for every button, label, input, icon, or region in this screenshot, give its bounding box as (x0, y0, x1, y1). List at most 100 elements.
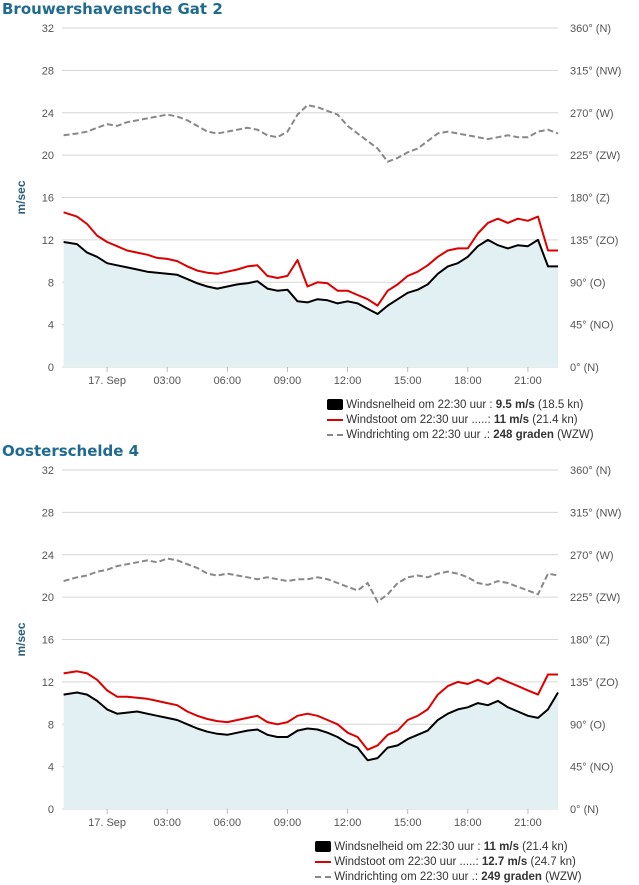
legend-value: 11 m/s (493, 414, 530, 426)
y2-tick-label: 180° (Z) (570, 193, 610, 205)
y-tick-label: 20 (42, 150, 54, 162)
y-axis-title: m/sec (14, 622, 28, 656)
y-tick-label: 12 (42, 677, 54, 689)
x-tick-label: 17. Sep (88, 375, 126, 387)
x-tick-label: 17. Sep (88, 817, 126, 829)
legend-item-wind-gust[interactable]: Windstoot om 22:30 uur .....: 11 m/s (21… (327, 413, 594, 428)
y2-tick-label: 360° (N) (570, 23, 611, 35)
wind-chart: 0 4 8 12 16 20 24 28 32 0° (N) 45° (NO) 90° (O) 135°… (14, 23, 621, 387)
y2-tick-label: 135° (ZO) (570, 235, 618, 247)
x-tick-label: 18:00 (454, 375, 482, 387)
y2-tick-label: 360° (N) (570, 465, 611, 477)
y-tick-label: 28 (42, 507, 54, 519)
legend-label: Windsnelheid om 22:30 uur : (334, 841, 481, 853)
wind-direction-line (63, 557, 559, 604)
x-tick-label: 06:00 (214, 375, 242, 387)
legend-extra: (21.4 kn) (522, 841, 568, 853)
legend-item-wind-gust[interactable]: Windstoot om 22:30 uur .....: 12.7 m/s (… (315, 855, 582, 870)
x-tick-label: 15:00 (394, 817, 422, 829)
y2-tick-label: 225° (ZW) (570, 150, 620, 162)
y-tick-label: 20 (42, 592, 54, 604)
x-tick-label: 21:00 (514, 375, 542, 387)
legend-label: Windrichting om 22:30 uur .: (334, 871, 479, 883)
y-tick-label: 12 (42, 235, 54, 247)
legend-label: Windrichting om 22:30 uur .: (346, 429, 491, 441)
legend-value: 248 graden (493, 429, 554, 441)
legend-extra: (18.5 kn) (538, 399, 584, 411)
x-tick-label: 18:00 (454, 817, 482, 829)
wind-gust-line (63, 670, 558, 751)
y2-tick-label: 90° (O) (570, 719, 606, 731)
legend-item-wind-speed[interactable]: Windsnelheid om 22:30 uur : 9.5 m/s (18.… (327, 398, 594, 413)
legend-label: Windstoot om 22:30 uur .....: (334, 856, 479, 868)
y2-tick-label: 45° (NO) (570, 762, 614, 774)
y-tick-label: 4 (48, 320, 54, 332)
y-axis-title: m/sec (14, 180, 28, 214)
wind-speed-area (63, 692, 558, 809)
wind-gust-swatch (315, 860, 331, 863)
y-tick-label: 8 (48, 277, 54, 289)
x-tick-label: 09:00 (274, 375, 302, 387)
y-tick-label: 24 (42, 550, 54, 562)
wind-speed-swatch (327, 399, 343, 411)
chart-legend: Windsnelheid om 22:30 uur : 9.5 m/s (18.… (327, 398, 594, 443)
wind-gust-line (63, 211, 558, 307)
wind-gust-swatch (327, 418, 343, 421)
y-tick-label: 0 (48, 804, 54, 816)
wind-direction-swatch (315, 875, 331, 878)
legend-value: 11 m/s (483, 841, 519, 853)
x-tick-label: 09:00 (274, 817, 302, 829)
legend-value: 249 graden (481, 871, 542, 883)
chart-panel-oosterschelde-4: Oosterschelde 4 0 4 8 12 16 20 24 28 32 0° (N) 45°… (0, 442, 639, 883)
wind-direction-line (63, 104, 559, 163)
legend-extra: (24.7 kn) (530, 856, 576, 868)
chart-panel-brouwershavensche-gat-2: Brouwershavensche Gat 2 0 4 8 12 16 20 24 28 32 0… (0, 0, 639, 443)
legend-item-wind-direction[interactable]: Windrichting om 22:30 uur .: 249 graden … (315, 870, 582, 885)
y2-tick-label: 315° (NW) (570, 65, 621, 77)
y2-tick-label: 90° (O) (570, 277, 606, 289)
legend-item-wind-direction[interactable]: Windrichting om 22:30 uur .: 248 graden … (327, 428, 594, 443)
legend-value: 12.7 m/s (481, 856, 528, 868)
x-tick-label: 12:00 (334, 817, 362, 829)
y-tick-label: 28 (42, 65, 54, 77)
y-tick-label: 8 (48, 719, 54, 731)
y2-tick-label: 225° (ZW) (570, 592, 620, 604)
y-tick-label: 32 (42, 23, 54, 35)
legend-extra: (WZW) (545, 871, 582, 883)
y-tick-label: 24 (42, 108, 54, 120)
x-tick-label: 06:00 (214, 817, 242, 829)
x-tick-label: 15:00 (394, 375, 422, 387)
x-tick-label: 12:00 (334, 375, 362, 387)
y-tick-label: 0 (48, 362, 54, 374)
legend-extra: (21.4 kn) (532, 414, 578, 426)
y2-tick-label: 45° (NO) (570, 320, 614, 332)
y-tick-label: 16 (42, 193, 54, 205)
legend-label: Windstoot om 22:30 uur .....: (346, 414, 491, 426)
wind-speed-area (63, 239, 558, 367)
y2-tick-label: 270° (W) (570, 550, 614, 562)
y2-tick-label: 315° (NW) (570, 507, 621, 519)
legend-item-wind-speed[interactable]: Windsnelheid om 22:30 uur : 11 m/s (21.4… (315, 840, 582, 855)
y2-tick-label: 0° (N) (570, 362, 599, 374)
wind-chart: 0 4 8 12 16 20 24 28 32 0° (N) 45° (NO) 90° (O) 135°… (14, 465, 621, 829)
y2-tick-label: 180° (Z) (570, 635, 610, 647)
y2-tick-label: 135° (ZO) (570, 677, 618, 689)
wind-speed-swatch (315, 841, 331, 853)
legend-value: 9.5 m/s (495, 399, 535, 411)
y2-tick-label: 0° (N) (570, 804, 599, 816)
chart-title: Brouwershavensche Gat 2 (2, 0, 223, 18)
x-tick-label: 03:00 (153, 375, 181, 387)
x-tick-label: 21:00 (514, 817, 542, 829)
chart-legend: Windsnelheid om 22:30 uur : 11 m/s (21.4… (315, 840, 582, 885)
y-tick-label: 16 (42, 635, 54, 647)
legend-extra: (WZW) (557, 429, 594, 441)
wind-direction-swatch (327, 433, 343, 436)
y2-tick-label: 270° (W) (570, 108, 614, 120)
wind-speed-line (63, 691, 559, 762)
y-tick-label: 32 (42, 465, 54, 477)
chart-title: Oosterschelde 4 (2, 442, 140, 460)
wind-speed-line (63, 238, 558, 315)
x-tick-label: 03:00 (153, 817, 181, 829)
y-tick-label: 4 (48, 762, 54, 774)
legend-label: Windsnelheid om 22:30 uur : (346, 399, 493, 411)
